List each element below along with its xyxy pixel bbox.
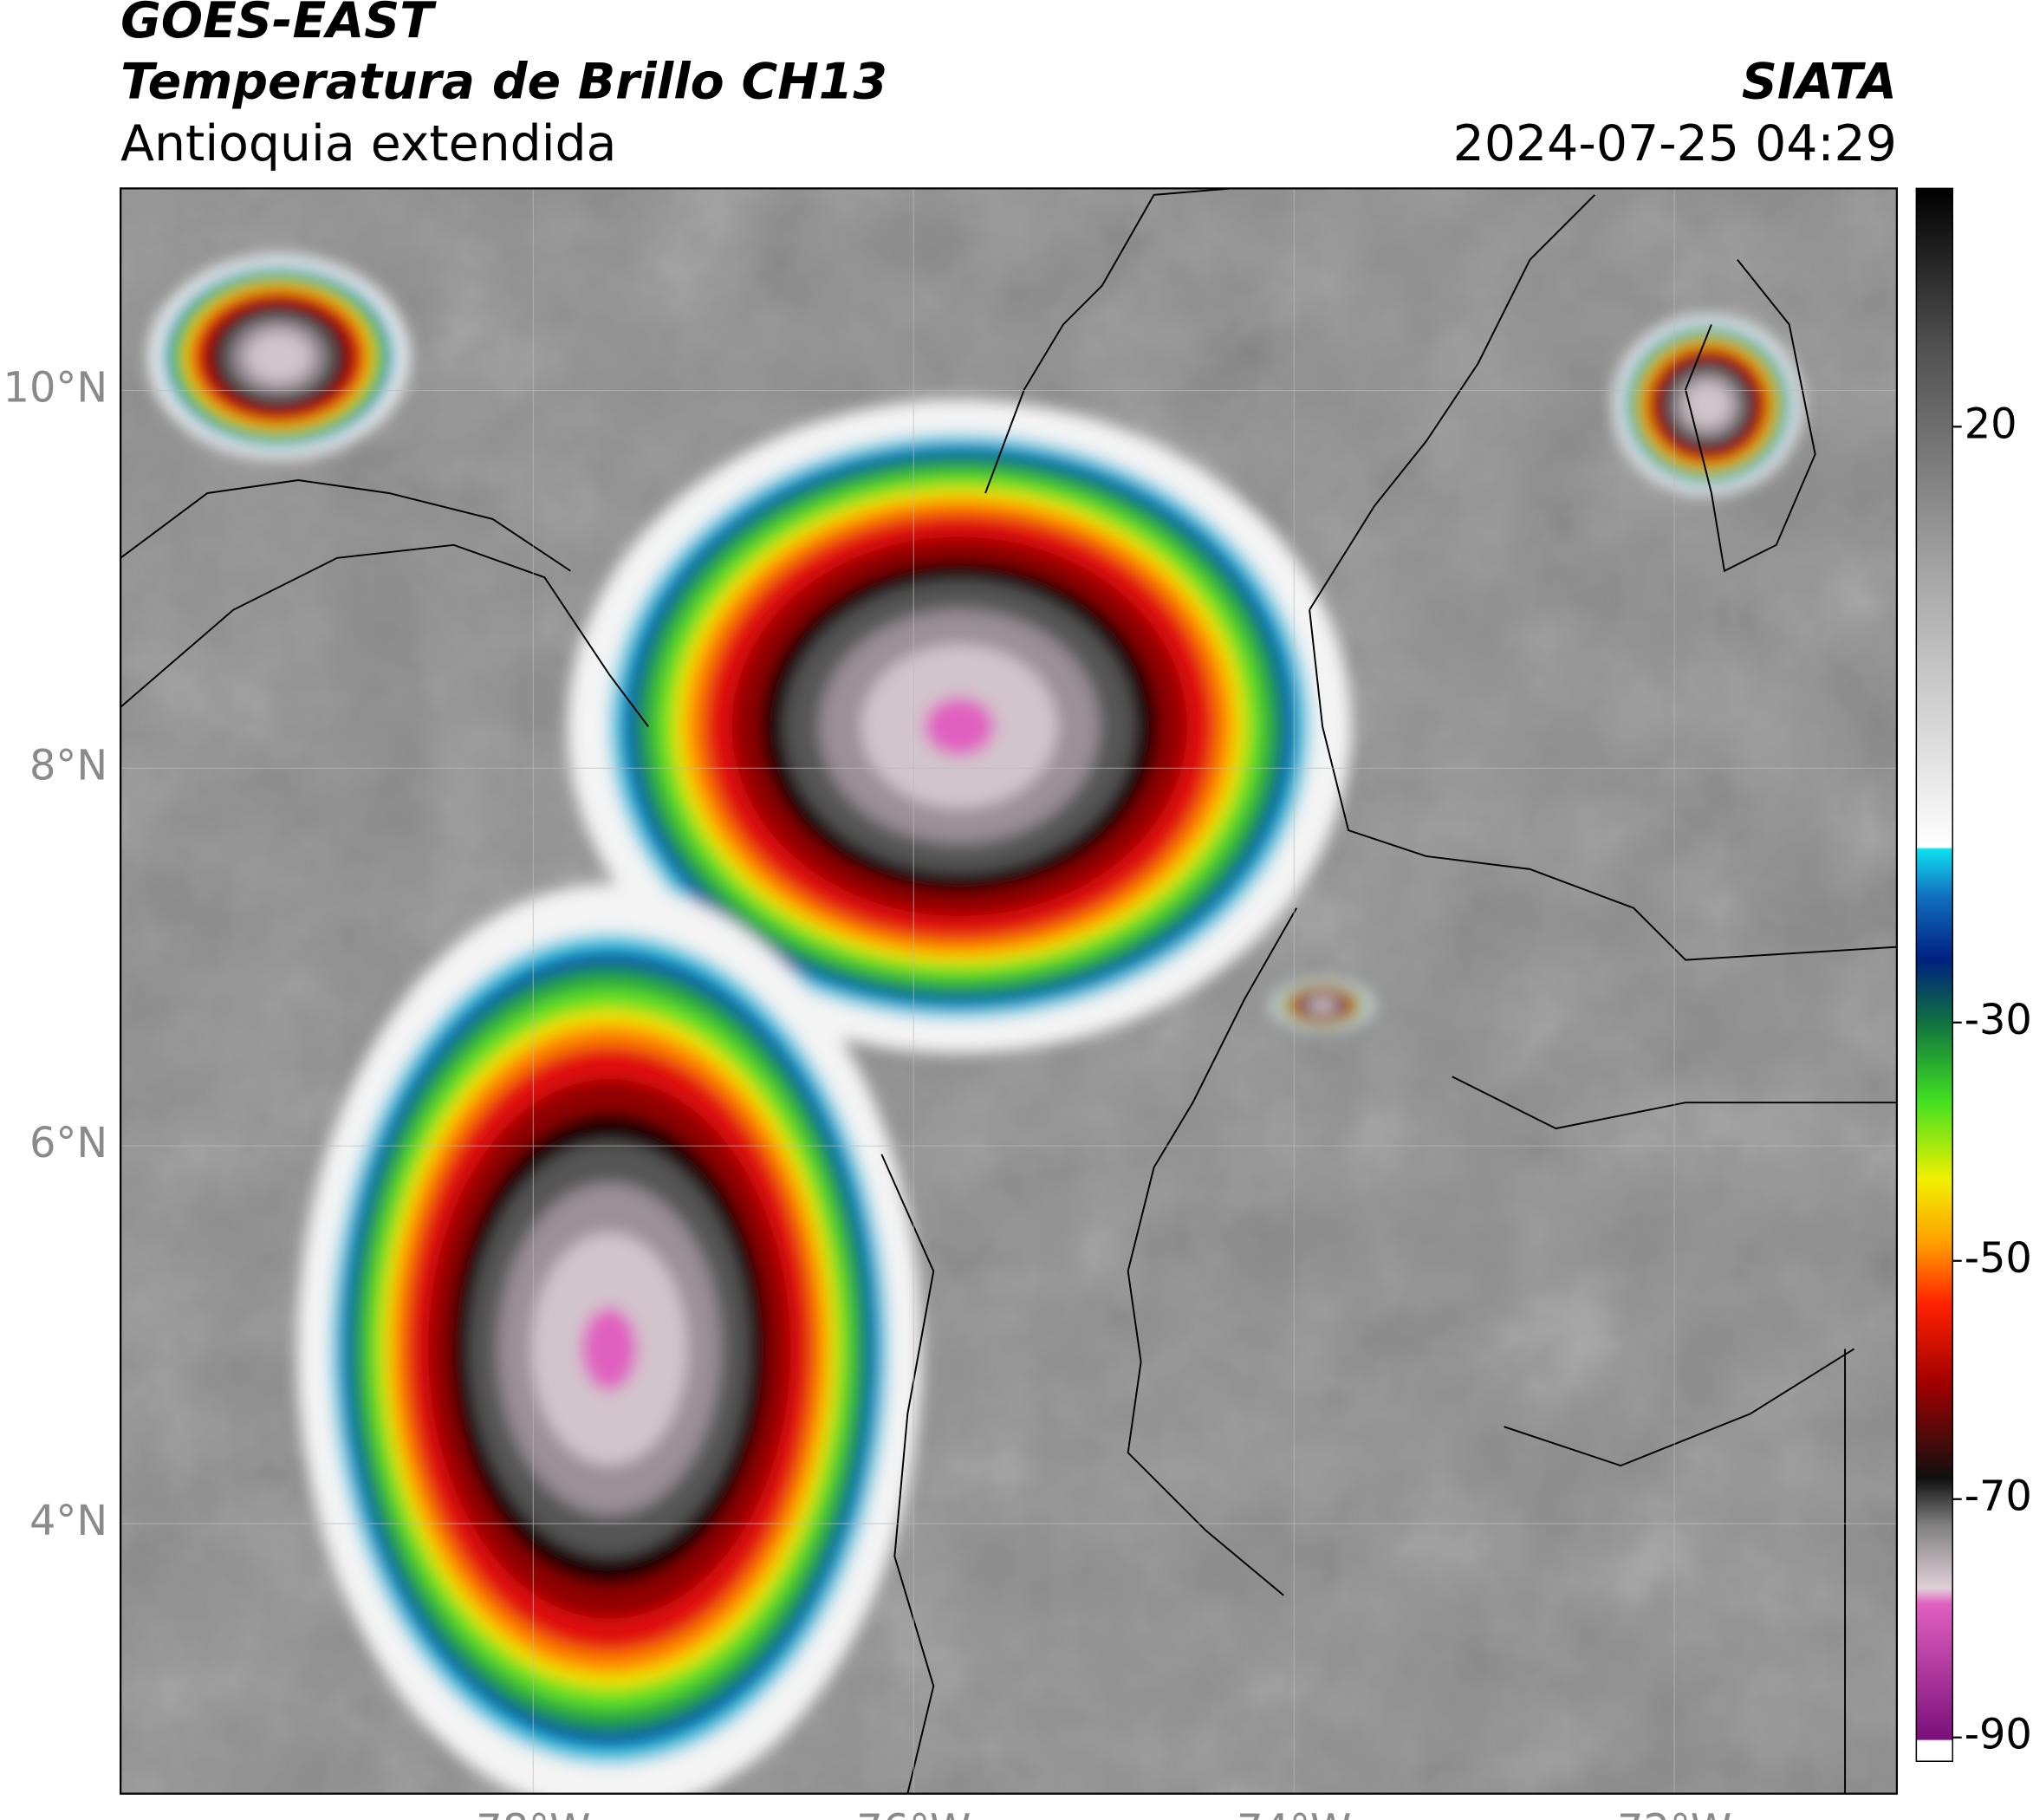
colorbar-label: -90 [1965,1712,2032,1759]
colorbar-label: -50 [1965,1235,2032,1283]
colorbar-label: 20 [1965,400,2017,448]
title: GOES-EAST [120,0,437,49]
storm-layer [924,697,995,756]
lon-label: 76°W [856,1807,971,1820]
graticule [120,188,1897,1794]
lat-label: 10°N [3,365,108,413]
storm-layer [245,331,312,383]
datetime: 2024-07-25 04:29 [1453,115,1897,172]
lon-label: 74°W [1237,1807,1351,1820]
border [1452,1076,1897,1130]
border [1127,907,1298,1596]
coastline [120,543,649,727]
colorbar-label: -30 [1965,997,2032,1044]
border [1504,1348,1855,1467]
map-area [120,188,1897,1794]
region: Antioquia extendida [120,115,616,172]
coastline [1685,259,1816,573]
storm-layer [581,1307,638,1391]
map-frame [120,187,1899,1795]
border [880,1154,935,1794]
source: SIATA [1742,53,1897,110]
lat-label: 8°N [29,742,107,790]
lon-label: 78°W [476,1807,590,1820]
lat-label: 4°N [29,1498,107,1545]
axes: 10°N 8°N 6°N 4°N 78°W 76°W 74°W 72°W 20 -30 -50 -70… [3,365,2032,1820]
storm-layer [1309,998,1335,1012]
coastline [984,188,1232,494]
subtitle: Temperatura de Brillo CH13 [120,53,887,110]
lon-label: 72°W [1617,1807,1731,1820]
borders [120,188,1897,1794]
coastline [120,479,571,572]
border [1309,194,1595,611]
storms [147,255,1802,1794]
colorbar [1915,187,1953,1762]
lat-label: 6°N [29,1120,107,1167]
storm-layer [1684,382,1731,428]
colorbar-label: -70 [1965,1473,2032,1521]
border [1309,609,1897,961]
